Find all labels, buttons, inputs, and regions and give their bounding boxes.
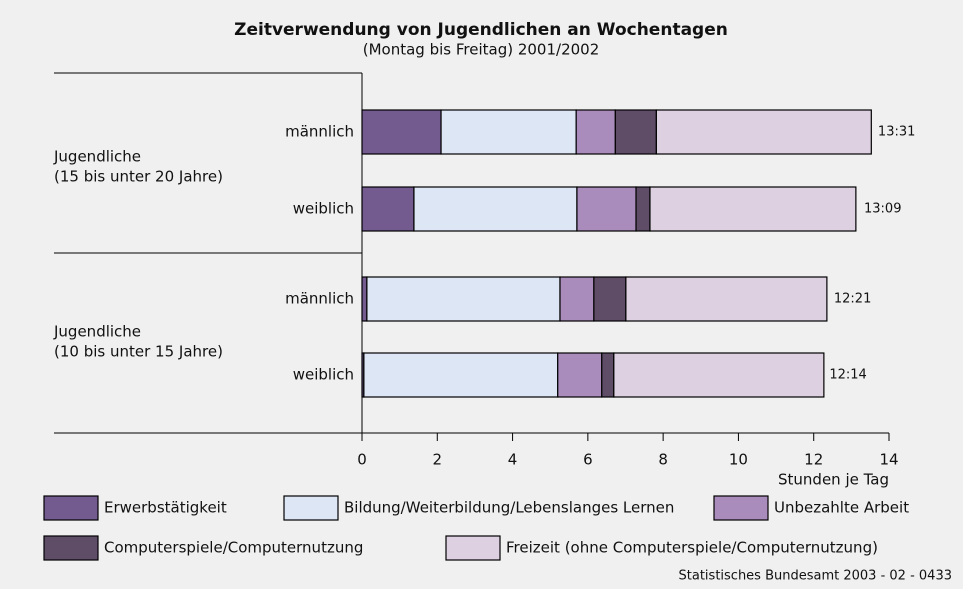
legend-swatch xyxy=(445,535,501,561)
legend-label: Bildung/Weiterbildung/Lebenslanges Lerne… xyxy=(344,499,674,517)
bar-segment xyxy=(613,352,825,398)
bar-segment xyxy=(635,186,651,232)
x-tick-label: 12 xyxy=(804,451,823,469)
bar-segment xyxy=(649,186,857,232)
bar-segment xyxy=(363,352,559,398)
chart-title: Zeitverwendung von Jugendlichen an Woche… xyxy=(234,20,728,40)
x-tick-label: 14 xyxy=(879,451,898,469)
chart-subtitle: (Montag bis Freitag) 2001/2002 xyxy=(363,41,600,59)
source: Statistisches Bundesamt 2003 - 02 - 0433 xyxy=(679,569,952,584)
legend-label: Freizeit (ohne Computerspiele/Computernu… xyxy=(506,539,878,557)
bar-segment xyxy=(559,276,595,322)
legend-swatch xyxy=(43,535,99,561)
y-tick-label: männlich xyxy=(285,290,354,308)
legend-label: Unbezahlte Arbeit xyxy=(774,499,909,517)
legend-label: Erwerbstätigkeit xyxy=(104,499,227,517)
y-tick-label: männlich xyxy=(285,123,354,141)
group-label: Jugendliche xyxy=(53,148,141,166)
bar-segment xyxy=(413,186,578,232)
legend-swatch xyxy=(283,495,339,521)
bar-segment xyxy=(625,276,828,322)
bar-segment xyxy=(361,276,368,322)
x-tick-label: 6 xyxy=(583,451,593,469)
bar-segment xyxy=(440,109,577,155)
total-label: 12:21 xyxy=(834,292,871,307)
legend-label: Computerspiele/Computernutzung xyxy=(104,539,363,557)
total-label: 12:14 xyxy=(829,368,866,383)
x-tick-label: 2 xyxy=(433,451,443,469)
bar-segment xyxy=(593,276,627,322)
y-tick-label: weiblich xyxy=(293,366,354,384)
bar-segment xyxy=(366,276,561,322)
bar-segment xyxy=(361,186,415,232)
x-axis-label: Stunden je Tag xyxy=(778,471,889,489)
bar-segment xyxy=(575,109,616,155)
legend-swatch xyxy=(43,495,99,521)
legend-swatch xyxy=(713,495,769,521)
bar-segment xyxy=(614,109,657,155)
bar-segment xyxy=(361,109,442,155)
bar-segment xyxy=(576,186,637,232)
group-label: Jugendliche xyxy=(53,323,141,341)
x-tick-label: 10 xyxy=(729,451,748,469)
y-tick-label: weiblich xyxy=(293,200,354,218)
x-tick-label: 0 xyxy=(357,451,367,469)
bar-segment xyxy=(655,109,872,155)
total-label: 13:09 xyxy=(864,202,901,217)
group-label: (10 bis unter 15 Jahre) xyxy=(54,343,223,361)
bar-segment xyxy=(557,352,603,398)
x-tick-label: 8 xyxy=(658,451,668,469)
bar-segment xyxy=(601,352,615,398)
total-label: 13:31 xyxy=(878,125,915,140)
group-label: (15 bis unter 20 Jahre) xyxy=(54,168,223,186)
x-tick-label: 4 xyxy=(508,451,518,469)
